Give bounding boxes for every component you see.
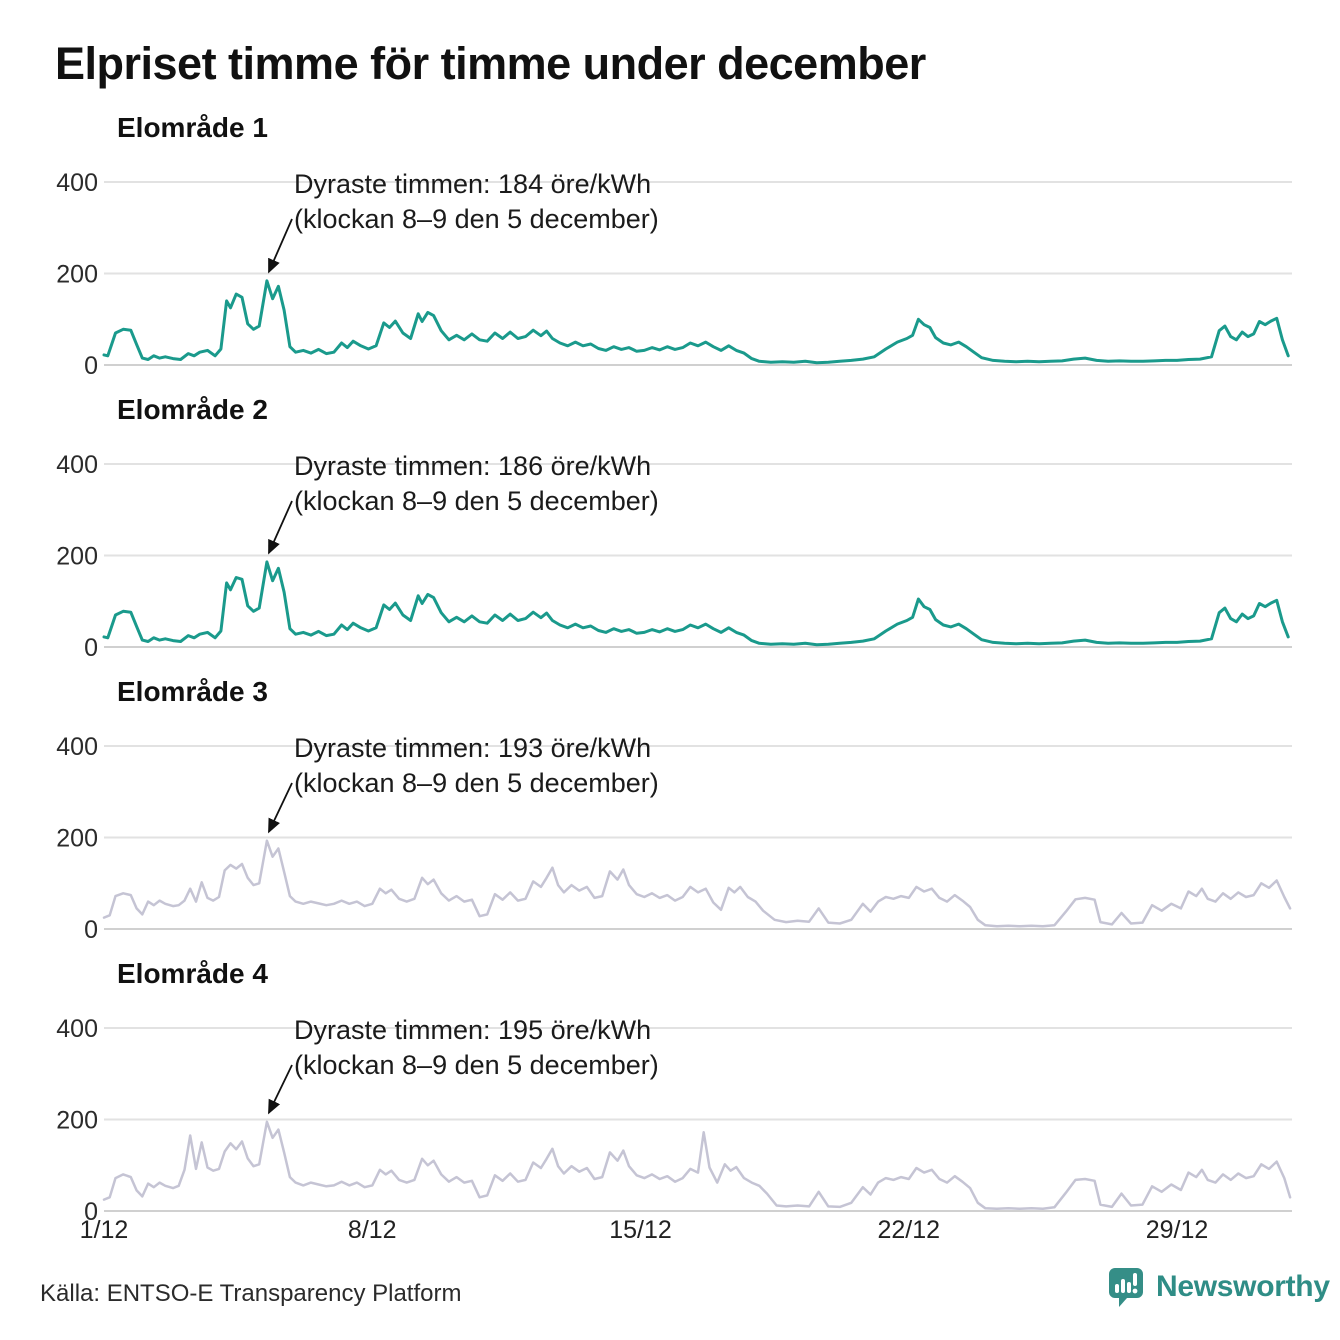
- y-axis-tick-label: 400: [56, 451, 98, 479]
- y-axis-tick-label: 200: [56, 543, 98, 571]
- newsworthy-logo[interactable]: Newsworthy: [1106, 1266, 1330, 1308]
- chart-section-elomrade-1: Elområde 1 0 200 400 Dyraste timmen: 184 ö…: [0, 112, 1340, 394]
- chart-section-elomrade-4: Elområde 4 0 200 400 Dyraste timmen: 195 ö…: [0, 958, 1340, 1240]
- y-axis-tick-label: 0: [84, 916, 98, 944]
- x-axis-tick-labels: 1/12 8/12 15/12 22/12 29/12: [0, 1216, 1340, 1256]
- peak-annotation-elomrade-4: Dyraste timmen: 195 öre/kWh (klockan 8–9…: [294, 1013, 659, 1083]
- chart-heading-elomrade-3: Elområde 3: [117, 676, 268, 707]
- annotation-arrow: [268, 1064, 293, 1115]
- x-axis-tick-29-12: 29/12: [1145, 1216, 1209, 1244]
- annotation-arrow: [268, 782, 293, 834]
- peak-annotation-line1: Dyraste timmen: 184 öre/kWh: [294, 169, 652, 199]
- newsworthy-logo-icon: [1109, 1268, 1143, 1307]
- y-axis-tick-label: 400: [56, 733, 98, 761]
- y-axis-tick-label: 400: [56, 1015, 98, 1043]
- y-axis-tick-label: 0: [84, 634, 98, 662]
- peak-annotation-elomrade-1: Dyraste timmen: 184 öre/kWh (klockan 8–9…: [294, 167, 659, 237]
- x-axis-tick-1-12: 1/12: [79, 1216, 129, 1244]
- peak-annotation-line2: (klockan 8–9 den 5 december): [294, 204, 659, 234]
- y-axis-tick-label: 0: [84, 352, 98, 380]
- elomrade-2-line-chart: 0 200 400: [56, 451, 1292, 662]
- elomrade-1-line-chart: 0 200 400: [56, 169, 1292, 380]
- x-axis-tick-15-12: 15/12: [609, 1216, 672, 1244]
- annotation-arrow: [268, 500, 293, 555]
- peak-annotation-line2: (klockan 8–9 den 5 december): [294, 768, 659, 798]
- chart-section-elomrade-2: Elområde 2 0 200 400 Dyraste timmen: 186 ö…: [0, 394, 1340, 676]
- price-line-series: [102, 1120, 1292, 1210]
- source-credit: Källa: ENTSO-E Transparency Platform: [40, 1280, 462, 1307]
- annotation-arrow: [268, 218, 293, 274]
- x-axis-tick-22-12: 22/12: [877, 1216, 941, 1244]
- page-title: Elpriset timme för timme under december: [55, 38, 926, 89]
- chart-heading-elomrade-2: Elområde 2: [117, 394, 268, 425]
- y-axis-tick-label: 200: [56, 1107, 98, 1135]
- y-axis-tick-label: 200: [56, 261, 98, 289]
- peak-annotation-elomrade-2: Dyraste timmen: 186 öre/kWh (klockan 8–9…: [294, 449, 659, 519]
- price-line-series: [102, 279, 1290, 365]
- chart-heading-elomrade-4: Elområde 4: [117, 958, 268, 989]
- chart-section-elomrade-3: Elområde 3 0 200 400 Dyraste timmen: 193 ö…: [0, 676, 1340, 958]
- newsworthy-logo-text: Newsworthy: [1156, 1270, 1330, 1303]
- elomrade-4-line-chart: 0 200 400: [56, 1015, 1292, 1226]
- peak-annotation-line2: (klockan 8–9 den 5 december): [294, 486, 659, 516]
- peak-annotation-line1: Dyraste timmen: 193 öre/kWh: [294, 733, 652, 763]
- y-axis-tick-label: 400: [56, 169, 98, 197]
- peak-annotation-line1: Dyraste timmen: 186 öre/kWh: [294, 451, 652, 481]
- peak-annotation-line1: Dyraste timmen: 195 öre/kWh: [294, 1015, 652, 1045]
- peak-annotation-elomrade-3: Dyraste timmen: 193 öre/kWh (klockan 8–9…: [294, 731, 659, 801]
- x-axis-tick-8-12: 8/12: [347, 1216, 397, 1244]
- price-line-series: [102, 839, 1292, 928]
- elomrade-3-line-chart: 0 200 400: [56, 733, 1292, 944]
- y-axis-tick-label: 200: [56, 825, 98, 853]
- peak-annotation-line2: (klockan 8–9 den 5 december): [294, 1050, 659, 1080]
- y-axis-tick-label: 0: [84, 1198, 98, 1226]
- price-line-series: [102, 560, 1290, 647]
- chart-heading-elomrade-1: Elområde 1: [117, 112, 268, 143]
